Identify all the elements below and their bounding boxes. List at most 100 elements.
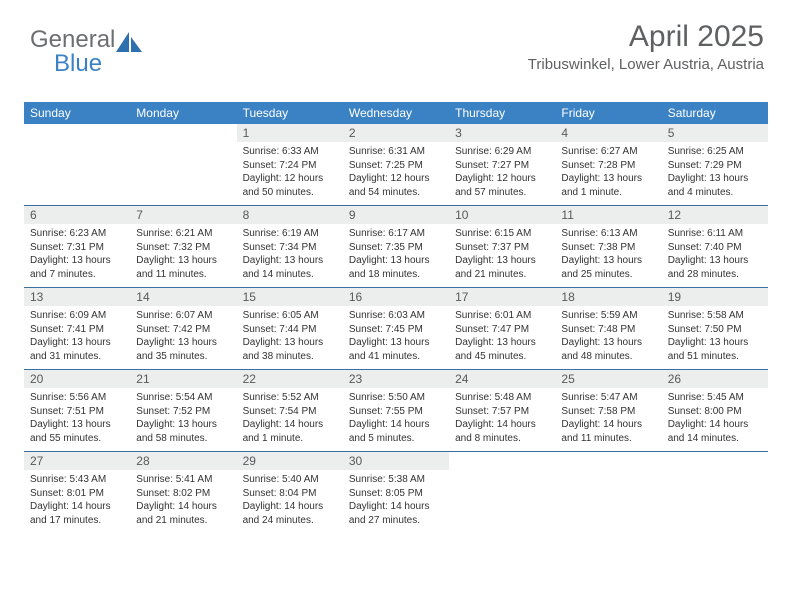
day-cell: 18Sunrise: 5:59 AMSunset: 7:48 PMDayligh… <box>555 288 661 369</box>
day-number: 6 <box>24 206 130 224</box>
day-details: Sunrise: 5:41 AMSunset: 8:02 PMDaylight:… <box>130 470 236 533</box>
day-cell: 2Sunrise: 6:31 AMSunset: 7:25 PMDaylight… <box>343 124 449 205</box>
daylight-text: Daylight: 13 hours and 45 minutes. <box>455 336 549 363</box>
sunset-text: Sunset: 7:57 PM <box>455 405 549 419</box>
day-cell: 27Sunrise: 5:43 AMSunset: 8:01 PMDayligh… <box>24 452 130 533</box>
week-row: 1Sunrise: 6:33 AMSunset: 7:24 PMDaylight… <box>24 124 768 206</box>
sunrise-text: Sunrise: 5:45 AM <box>668 391 762 405</box>
day-cell <box>449 452 555 533</box>
day-cell: 13Sunrise: 6:09 AMSunset: 7:41 PMDayligh… <box>24 288 130 369</box>
sunrise-text: Sunrise: 6:09 AM <box>30 309 124 323</box>
day-cell: 8Sunrise: 6:19 AMSunset: 7:34 PMDaylight… <box>237 206 343 287</box>
calendar-grid: Sunday Monday Tuesday Wednesday Thursday… <box>24 102 768 533</box>
daylight-text: Daylight: 13 hours and 48 minutes. <box>561 336 655 363</box>
sunrise-text: Sunrise: 6:27 AM <box>561 145 655 159</box>
sunset-text: Sunset: 7:51 PM <box>30 405 124 419</box>
day-number: 21 <box>130 370 236 388</box>
daylight-text: Daylight: 14 hours and 27 minutes. <box>349 500 443 527</box>
day-cell: 1Sunrise: 6:33 AMSunset: 7:24 PMDaylight… <box>237 124 343 205</box>
daylight-text: Daylight: 14 hours and 17 minutes. <box>30 500 124 527</box>
sunset-text: Sunset: 7:42 PM <box>136 323 230 337</box>
week-row: 6Sunrise: 6:23 AMSunset: 7:31 PMDaylight… <box>24 206 768 288</box>
day-details: Sunrise: 6:31 AMSunset: 7:25 PMDaylight:… <box>343 142 449 205</box>
day-details: Sunrise: 6:09 AMSunset: 7:41 PMDaylight:… <box>24 306 130 369</box>
day-number: 26 <box>662 370 768 388</box>
sunset-text: Sunset: 7:55 PM <box>349 405 443 419</box>
sunrise-text: Sunrise: 6:19 AM <box>243 227 337 241</box>
sunset-text: Sunset: 7:32 PM <box>136 241 230 255</box>
day-details: Sunrise: 6:01 AMSunset: 7:47 PMDaylight:… <box>449 306 555 369</box>
day-details: Sunrise: 6:21 AMSunset: 7:32 PMDaylight:… <box>130 224 236 287</box>
day-of-week-header: Sunday Monday Tuesday Wednesday Thursday… <box>24 102 768 124</box>
day-details: Sunrise: 5:59 AMSunset: 7:48 PMDaylight:… <box>555 306 661 369</box>
day-number: 2 <box>343 124 449 142</box>
daylight-text: Daylight: 13 hours and 21 minutes. <box>455 254 549 281</box>
day-cell: 14Sunrise: 6:07 AMSunset: 7:42 PMDayligh… <box>130 288 236 369</box>
day-cell: 4Sunrise: 6:27 AMSunset: 7:28 PMDaylight… <box>555 124 661 205</box>
day-details: Sunrise: 6:25 AMSunset: 7:29 PMDaylight:… <box>662 142 768 205</box>
day-cell: 21Sunrise: 5:54 AMSunset: 7:52 PMDayligh… <box>130 370 236 451</box>
sunrise-text: Sunrise: 6:33 AM <box>243 145 337 159</box>
day-details: Sunrise: 5:40 AMSunset: 8:04 PMDaylight:… <box>237 470 343 533</box>
daylight-text: Daylight: 14 hours and 21 minutes. <box>136 500 230 527</box>
day-number: 24 <box>449 370 555 388</box>
sunrise-text: Sunrise: 6:29 AM <box>455 145 549 159</box>
dow-monday: Monday <box>130 102 236 124</box>
title-block: April 2025 Tribuswinkel, Lower Austria, … <box>528 20 764 73</box>
sunrise-text: Sunrise: 5:41 AM <box>136 473 230 487</box>
daylight-text: Daylight: 13 hours and 38 minutes. <box>243 336 337 363</box>
day-number: 22 <box>237 370 343 388</box>
sunrise-text: Sunrise: 6:01 AM <box>455 309 549 323</box>
day-details: Sunrise: 6:03 AMSunset: 7:45 PMDaylight:… <box>343 306 449 369</box>
sunset-text: Sunset: 7:35 PM <box>349 241 443 255</box>
dow-friday: Friday <box>555 102 661 124</box>
calendar-page: General Blue April 2025 Tribuswinkel, Lo… <box>0 0 792 612</box>
day-cell: 15Sunrise: 6:05 AMSunset: 7:44 PMDayligh… <box>237 288 343 369</box>
daylight-text: Daylight: 14 hours and 14 minutes. <box>668 418 762 445</box>
day-number: 28 <box>130 452 236 470</box>
day-cell: 25Sunrise: 5:47 AMSunset: 7:58 PMDayligh… <box>555 370 661 451</box>
day-cell: 10Sunrise: 6:15 AMSunset: 7:37 PMDayligh… <box>449 206 555 287</box>
day-details: Sunrise: 5:45 AMSunset: 8:00 PMDaylight:… <box>662 388 768 451</box>
sunrise-text: Sunrise: 6:15 AM <box>455 227 549 241</box>
location-subtitle: Tribuswinkel, Lower Austria, Austria <box>528 56 764 73</box>
day-details: Sunrise: 5:47 AMSunset: 7:58 PMDaylight:… <box>555 388 661 451</box>
day-number: 1 <box>237 124 343 142</box>
daylight-text: Daylight: 13 hours and 51 minutes. <box>668 336 762 363</box>
day-details: Sunrise: 6:13 AMSunset: 7:38 PMDaylight:… <box>555 224 661 287</box>
day-number: 9 <box>343 206 449 224</box>
day-details: Sunrise: 5:48 AMSunset: 7:57 PMDaylight:… <box>449 388 555 451</box>
day-cell: 3Sunrise: 6:29 AMSunset: 7:27 PMDaylight… <box>449 124 555 205</box>
week-row: 27Sunrise: 5:43 AMSunset: 8:01 PMDayligh… <box>24 452 768 533</box>
daylight-text: Daylight: 13 hours and 7 minutes. <box>30 254 124 281</box>
sunrise-text: Sunrise: 5:40 AM <box>243 473 337 487</box>
day-cell: 22Sunrise: 5:52 AMSunset: 7:54 PMDayligh… <box>237 370 343 451</box>
sunset-text: Sunset: 7:40 PM <box>668 241 762 255</box>
day-number: 20 <box>24 370 130 388</box>
daylight-text: Daylight: 13 hours and 25 minutes. <box>561 254 655 281</box>
sunrise-text: Sunrise: 6:03 AM <box>349 309 443 323</box>
sunrise-text: Sunrise: 5:48 AM <box>455 391 549 405</box>
day-details: Sunrise: 5:52 AMSunset: 7:54 PMDaylight:… <box>237 388 343 451</box>
day-number: 15 <box>237 288 343 306</box>
sunrise-text: Sunrise: 5:50 AM <box>349 391 443 405</box>
week-row: 13Sunrise: 6:09 AMSunset: 7:41 PMDayligh… <box>24 288 768 370</box>
day-number: 12 <box>662 206 768 224</box>
day-number: 30 <box>343 452 449 470</box>
day-cell: 17Sunrise: 6:01 AMSunset: 7:47 PMDayligh… <box>449 288 555 369</box>
dow-sunday: Sunday <box>24 102 130 124</box>
day-number: 23 <box>343 370 449 388</box>
sunset-text: Sunset: 7:54 PM <box>243 405 337 419</box>
daylight-text: Daylight: 14 hours and 11 minutes. <box>561 418 655 445</box>
daylight-text: Daylight: 13 hours and 41 minutes. <box>349 336 443 363</box>
day-cell: 16Sunrise: 6:03 AMSunset: 7:45 PMDayligh… <box>343 288 449 369</box>
daylight-text: Daylight: 14 hours and 1 minute. <box>243 418 337 445</box>
day-details: Sunrise: 6:27 AMSunset: 7:28 PMDaylight:… <box>555 142 661 205</box>
sunrise-text: Sunrise: 5:38 AM <box>349 473 443 487</box>
day-number: 8 <box>237 206 343 224</box>
dow-tuesday: Tuesday <box>237 102 343 124</box>
month-title: April 2025 <box>528 20 764 54</box>
day-number: 16 <box>343 288 449 306</box>
sunrise-text: Sunrise: 5:58 AM <box>668 309 762 323</box>
day-details: Sunrise: 5:54 AMSunset: 7:52 PMDaylight:… <box>130 388 236 451</box>
